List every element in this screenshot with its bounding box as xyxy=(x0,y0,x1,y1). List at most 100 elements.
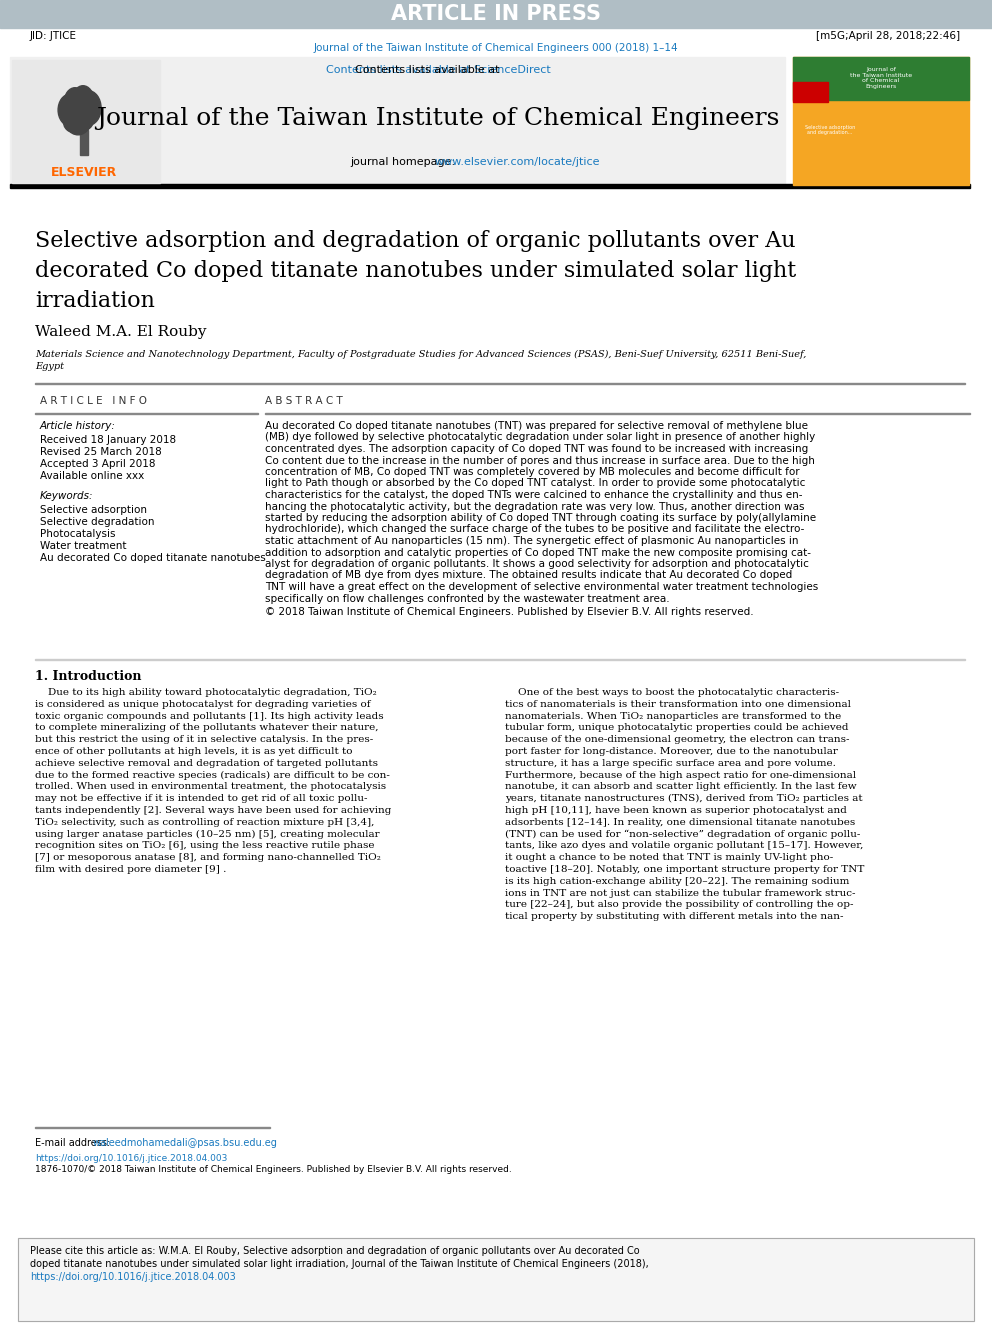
Circle shape xyxy=(63,95,93,135)
Circle shape xyxy=(63,108,81,132)
Text: © 2018 Taiwan Institute of Chemical Engineers. Published by Elsevier B.V. All ri: © 2018 Taiwan Institute of Chemical Engi… xyxy=(265,607,754,617)
Text: hydrochloride), which changed the surface charge of the tubes to be positive and: hydrochloride), which changed the surfac… xyxy=(265,524,805,534)
Text: [7] or mesoporous anatase [8], and forming nano-channelled TiO₂: [7] or mesoporous anatase [8], and formi… xyxy=(35,853,381,863)
Text: tical property by substituting with different metals into the nan-: tical property by substituting with diff… xyxy=(505,912,843,921)
Bar xyxy=(793,57,969,101)
Text: Co content due to the increase in the number of pores and thus increase in surfa: Co content due to the increase in the nu… xyxy=(265,455,814,466)
Text: E-mail address:: E-mail address: xyxy=(35,1138,113,1148)
Text: port faster for long-distance. Moreover, due to the nanotubular: port faster for long-distance. Moreover,… xyxy=(505,747,838,755)
Circle shape xyxy=(64,87,85,116)
Circle shape xyxy=(72,86,93,114)
Text: tics of nanomaterials is their transformation into one dimensional: tics of nanomaterials is their transform… xyxy=(505,700,851,709)
Text: (TNT) can be used for “non-selective” degradation of organic pollu-: (TNT) can be used for “non-selective” de… xyxy=(505,830,860,839)
Text: Selective adsorption
and degradation...: Selective adsorption and degradation... xyxy=(805,124,855,135)
Text: Journal of the Taiwan Institute of Chemical Engineers 000 (2018) 1–14: Journal of the Taiwan Institute of Chemi… xyxy=(313,44,679,53)
Text: Contents lists available at: Contents lists available at xyxy=(355,65,503,75)
Text: Selective adsorption and degradation of organic pollutants over Au: Selective adsorption and degradation of … xyxy=(35,230,796,251)
Text: is considered as unique photocatalyst for degrading varieties of: is considered as unique photocatalyst fo… xyxy=(35,700,370,709)
Text: tants, like azo dyes and volatile organic pollutant [15–17]. However,: tants, like azo dyes and volatile organi… xyxy=(505,841,863,851)
Text: TiO₂ selectivity, such as controlling of reaction mixture pH [3,4],: TiO₂ selectivity, such as controlling of… xyxy=(35,818,374,827)
Text: structure, it has a large specific surface area and pore volume.: structure, it has a large specific surfa… xyxy=(505,759,836,767)
Text: (MB) dye followed by selective photocatalytic degradation under solar light in p: (MB) dye followed by selective photocata… xyxy=(265,433,815,442)
Bar xyxy=(80,130,88,155)
Text: toactive [18–20]. Notably, one important structure property for TNT: toactive [18–20]. Notably, one important… xyxy=(505,865,864,875)
Text: JID: JTICE: JID: JTICE xyxy=(30,30,77,41)
Text: nanomaterials. When TiO₂ nanoparticles are transformed to the: nanomaterials. When TiO₂ nanoparticles a… xyxy=(505,712,841,721)
Text: is its high cation-exchange ability [20–22]. The remaining sodium: is its high cation-exchange ability [20–… xyxy=(505,877,849,886)
Bar xyxy=(18,1238,974,1320)
Text: Received 18 January 2018: Received 18 January 2018 xyxy=(40,435,177,445)
Text: A B S T R A C T: A B S T R A C T xyxy=(265,396,343,406)
Text: Au decorated Co doped titanate nanotubes: Au decorated Co doped titanate nanotubes xyxy=(40,553,266,564)
Text: degradation of MB dye from dyes mixture. The obtained results indicate that Au d: degradation of MB dye from dyes mixture.… xyxy=(265,570,793,581)
Text: Selective degradation: Selective degradation xyxy=(40,517,155,527)
Text: ions in TNT are not just can stabilize the tubular framework struc-: ions in TNT are not just can stabilize t… xyxy=(505,889,855,897)
Text: due to the formed reactive species (radicals) are difficult to be con-: due to the formed reactive species (radi… xyxy=(35,770,390,779)
Bar xyxy=(18,1238,974,1320)
Text: recognition sites on TiO₂ [6], using the less reactive rutile phase: recognition sites on TiO₂ [6], using the… xyxy=(35,841,375,851)
Text: Keywords:: Keywords: xyxy=(40,491,93,501)
Bar xyxy=(793,82,828,102)
Text: nanotube, it can absorb and scatter light efficiently. In the last few: nanotube, it can absorb and scatter ligh… xyxy=(505,782,857,791)
Text: light to Path though or absorbed by the Co doped TNT catalyst. In order to provi: light to Path though or absorbed by the … xyxy=(265,479,806,488)
Text: Journal of
the Taiwan Institute
of Chemical
Engineers: Journal of the Taiwan Institute of Chemi… xyxy=(850,66,912,89)
Text: Article history:: Article history: xyxy=(40,421,116,431)
Text: ence of other pollutants at high levels, it is as yet difficult to: ence of other pollutants at high levels,… xyxy=(35,747,352,755)
Text: static attachment of Au nanoparticles (15 nm). The synergetic effect of plasmoni: static attachment of Au nanoparticles (1… xyxy=(265,536,799,546)
Text: ELSEVIER: ELSEVIER xyxy=(51,165,117,179)
Text: Materials Science and Nanotechnology Department, Faculty of Postgraduate Studies: Materials Science and Nanotechnology Dep… xyxy=(35,351,806,359)
Text: may not be effective if it is intended to get rid of all toxic pollu-: may not be effective if it is intended t… xyxy=(35,794,367,803)
Text: high pH [10,11], have been known as superior photocatalyst and: high pH [10,11], have been known as supe… xyxy=(505,806,847,815)
Text: doped titanate nanotubes under simulated solar light irradiation, Journal of the: doped titanate nanotubes under simulated… xyxy=(30,1259,649,1269)
Text: https://doi.org/10.1016/j.jtice.2018.04.003: https://doi.org/10.1016/j.jtice.2018.04.… xyxy=(35,1154,227,1163)
Text: tants independently [2]. Several ways have been used for achieving: tants independently [2]. Several ways ha… xyxy=(35,806,392,815)
Text: using larger anatase particles (10–25 nm) [5], creating molecular: using larger anatase particles (10–25 nm… xyxy=(35,830,380,839)
Text: irradiation: irradiation xyxy=(35,290,155,312)
Bar xyxy=(0,0,992,28)
Bar xyxy=(12,60,160,183)
Text: 1876-1070/© 2018 Taiwan Institute of Chemical Engineers. Published by Elsevier B: 1876-1070/© 2018 Taiwan Institute of Che… xyxy=(35,1166,512,1174)
Text: concentrated dyes. The adsorption capacity of Co doped TNT was found to be incre: concentrated dyes. The adsorption capaci… xyxy=(265,445,808,454)
Text: addition to adsorption and catalytic properties of Co doped TNT make the new com: addition to adsorption and catalytic pro… xyxy=(265,548,811,557)
Text: toxic organic compounds and pollutants [1]. Its high activity leads: toxic organic compounds and pollutants [… xyxy=(35,712,384,721)
Circle shape xyxy=(59,94,82,126)
Text: www.elsevier.com/locate/jtice: www.elsevier.com/locate/jtice xyxy=(435,157,600,167)
Text: Selective adsorption: Selective adsorption xyxy=(40,505,147,515)
Circle shape xyxy=(76,106,94,130)
Text: hancing the photocatalytic activity, but the degradation rate was very low. Thus: hancing the photocatalytic activity, but… xyxy=(265,501,805,512)
Text: Accepted 3 April 2018: Accepted 3 April 2018 xyxy=(40,459,156,468)
Circle shape xyxy=(75,90,101,126)
Text: characteristics for the catalyst, the doped TNTs were calcined to enhance the cr: characteristics for the catalyst, the do… xyxy=(265,490,803,500)
Text: specifically on flow challenges confronted by the wastewater treatment area.: specifically on flow challenges confront… xyxy=(265,594,670,603)
Text: trolled. When used in environmental treatment, the photocatalysis: trolled. When used in environmental trea… xyxy=(35,782,386,791)
Text: Photocatalysis: Photocatalysis xyxy=(40,529,115,538)
Text: A R T I C L E   I N F O: A R T I C L E I N F O xyxy=(40,396,147,406)
Text: https://doi.org/10.1016/j.jtice.2018.04.003: https://doi.org/10.1016/j.jtice.2018.04.… xyxy=(30,1271,236,1282)
Text: Contents lists available at ScienceDirect: Contents lists available at ScienceDirec… xyxy=(325,65,551,75)
Text: [m5G;April 28, 2018;22:46]: [m5G;April 28, 2018;22:46] xyxy=(815,30,960,41)
Text: Au decorated Co doped titanate nanotubes (TNT) was prepared for selective remova: Au decorated Co doped titanate nanotubes… xyxy=(265,421,808,431)
Text: Water treatment: Water treatment xyxy=(40,541,127,550)
Text: Waleed M.A. El Rouby: Waleed M.A. El Rouby xyxy=(35,325,206,339)
Text: because of the one-dimensional geometry, the electron can trans-: because of the one-dimensional geometry,… xyxy=(505,736,849,745)
Text: ture [22–24], but also provide the possibility of controlling the op-: ture [22–24], but also provide the possi… xyxy=(505,901,853,909)
Text: years, titanate nanostructures (TNS), derived from TiO₂ particles at: years, titanate nanostructures (TNS), de… xyxy=(505,794,863,803)
Bar xyxy=(793,57,969,185)
Text: waleedmohamedali@psas.bsu.edu.eg: waleedmohamedali@psas.bsu.edu.eg xyxy=(93,1138,278,1148)
Text: decorated Co doped titanate nanotubes under simulated solar light: decorated Co doped titanate nanotubes un… xyxy=(35,261,797,282)
Text: tubular form, unique photocatalytic properties could be achieved: tubular form, unique photocatalytic prop… xyxy=(505,724,848,733)
Text: alyst for degradation of organic pollutants. It shows a good selectivity for ads: alyst for degradation of organic polluta… xyxy=(265,560,808,569)
Text: Journal of the Taiwan Institute of Chemical Engineers: Journal of the Taiwan Institute of Chemi… xyxy=(96,106,780,130)
Text: Please cite this article as: W.M.A. El Rouby, Selective adsorption and degradati: Please cite this article as: W.M.A. El R… xyxy=(30,1246,640,1256)
Text: it ought a chance to be noted that TNT is mainly UV-light pho-: it ought a chance to be noted that TNT i… xyxy=(505,853,833,863)
Text: concentration of MB, Co doped TNT was completely covered by MB molecules and bec: concentration of MB, Co doped TNT was co… xyxy=(265,467,800,478)
Text: Furthermore, because of the high aspect ratio for one-dimensional: Furthermore, because of the high aspect … xyxy=(505,770,856,779)
Bar xyxy=(10,184,970,188)
Text: TNT will have a great effect on the development of selective environmental water: TNT will have a great effect on the deve… xyxy=(265,582,818,591)
Bar xyxy=(10,57,785,185)
Text: ARTICLE IN PRESS: ARTICLE IN PRESS xyxy=(391,4,601,24)
Text: One of the best ways to boost the photocatalytic characteris-: One of the best ways to boost the photoc… xyxy=(505,688,839,697)
Text: adsorbents [12–14]. In reality, one dimensional titanate nanotubes: adsorbents [12–14]. In reality, one dime… xyxy=(505,818,855,827)
Text: Egypt: Egypt xyxy=(35,363,64,370)
Text: to complete mineralizing of the pollutants whatever their nature,: to complete mineralizing of the pollutan… xyxy=(35,724,379,733)
